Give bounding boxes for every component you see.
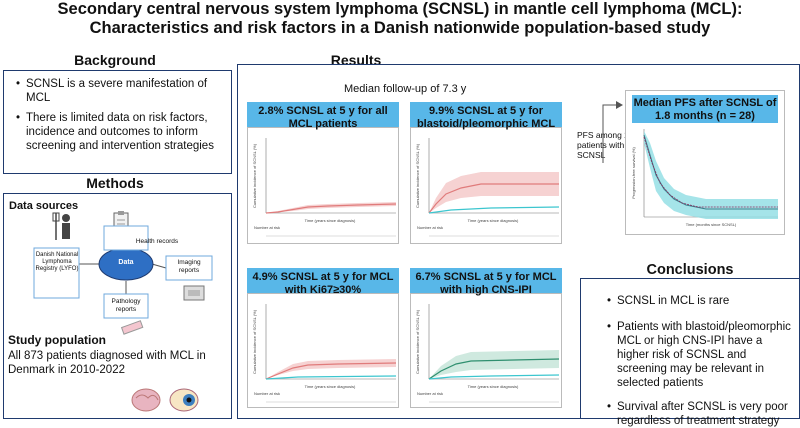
cum-incidence-chart-cns-ipi: Time (years since diagnosis) Cumulative … <box>410 293 562 408</box>
cns-ipi-low-line <box>428 374 560 380</box>
pathology-slide-icon <box>120 320 144 335</box>
study-population-text: All 873 patients diagnosed with MCL in D… <box>8 350 206 376</box>
conclusions-box: SCNSL in MCL is rare Patients with blast… <box>580 278 800 427</box>
pfs-line-b <box>643 136 778 208</box>
data-sources-label: Data sources <box>9 200 79 212</box>
registry-label: Danish National Lymphoma Registry (LYFO) <box>35 252 79 272</box>
y-axis-label: Cumulative incidence of SCNSL (%) <box>252 143 257 208</box>
panel-blastoid: 9.9% SCNSL at 5 y for blastoid/pleomorph… <box>410 102 562 244</box>
background-heading: Background <box>74 52 156 68</box>
poster-title: Secondary central nervous system lymphom… <box>0 0 800 40</box>
classic-line <box>428 206 560 214</box>
pfs-panel-title: Median PFS after SCNSL of 1.8 months (n … <box>632 95 778 123</box>
x-axis-label: Time (years since diagnosis) <box>468 384 519 389</box>
x-axis-label: Time (years since diagnosis) <box>305 218 356 223</box>
pfs-y-axis-label: Progression-free survival (%) <box>631 147 636 199</box>
background-box: SCNSL is a severe manifestation of MCL T… <box>3 70 232 174</box>
risk-table-label: Number at risk <box>417 391 443 396</box>
y-axis-label: Cumulative incidence of SCNSL (%) <box>415 143 420 208</box>
risk-table-label: Number at risk <box>254 391 280 396</box>
background-bullet: SCNSL is a severe manifestation of MCL <box>16 77 225 105</box>
title-line-1: Secondary central nervous system lymphom… <box>57 0 743 18</box>
imaging-label: Imaging reports <box>177 259 201 274</box>
pathology-node <box>103 293 149 319</box>
arrow-icon <box>602 101 623 163</box>
methods-box: Data sources <box>3 193 232 419</box>
x-axis-label: Time (years since diagnosis) <box>468 218 519 223</box>
pfs-note: PFS among 28 patients with SCNSL <box>577 130 634 160</box>
conclusions-heading: Conclusions <box>646 262 734 278</box>
health-records-node <box>103 225 149 251</box>
pfs-line-a <box>643 134 778 210</box>
brain-icon <box>131 388 161 412</box>
y-axis-label: Cumulative incidence of SCNSL (%) <box>415 309 420 374</box>
cum-incidence-line <box>265 203 397 214</box>
imaging-node <box>165 255 213 281</box>
pfs-x-axis-label: Time (months since SCNSL) <box>686 222 737 227</box>
panel-title: 4.9% SCNSL at 5 y for MCL with Ki67≥30% <box>247 268 399 296</box>
anatomy-icons <box>131 388 199 412</box>
study-population-label: Study population <box>8 333 106 347</box>
panel-all-mcl: 2.8% SCNSL at 5 y for all MCL patients T… <box>247 102 399 244</box>
ki67-low-line <box>265 375 397 380</box>
patient-icon <box>52 212 70 240</box>
blastoid-line <box>428 183 559 214</box>
conclusion-bullet: SCNSL in MCL is rare <box>607 294 793 308</box>
panel-ki67: 4.9% SCNSL at 5 y for MCL with Ki67≥30% … <box>247 268 399 408</box>
y-axis-label: Cumulative incidence of SCNSL (%) <box>252 309 257 374</box>
cum-incidence-chart-blastoid: Time (years since diagnosis) Cumulative … <box>410 127 562 244</box>
panel-title: 6.7% SCNSL at 5 y for MCL with high CNS-… <box>410 268 562 296</box>
conclusion-bullet: Survival after SCNSL is very poor regard… <box>607 400 793 428</box>
median-followup: Median follow-up of 7.3 y <box>344 83 467 95</box>
title-line-2: Characteristics and risk factors in a Da… <box>89 19 711 37</box>
risk-table-label: Number at risk <box>254 225 280 230</box>
ki67-high-line <box>265 362 397 380</box>
methods-heading: Methods <box>86 175 144 191</box>
risk-table-label: Number at risk <box>417 225 443 230</box>
pfs-panel: Median PFS after SCNSL of 1.8 months (n … <box>625 90 785 235</box>
panel-cns-ipi: 6.7% SCNSL at 5 y for MCL with high CNS-… <box>410 268 562 408</box>
panel-title: 2.8% SCNSL at 5 y for all MCL patients <box>247 102 399 130</box>
pathology-label: Pathology reports <box>111 298 141 313</box>
data-sources-diagram <box>33 211 213 335</box>
scanner-icon <box>183 285 205 301</box>
cum-incidence-chart-ki67: Time (years since diagnosis) Cumulative … <box>247 293 399 408</box>
cns-ipi-high-line <box>428 358 560 380</box>
conclusion-bullet: Patients with blastoid/pleomorphic MCL o… <box>607 320 793 390</box>
data-hub-label: Data <box>118 259 134 266</box>
health-records-label: Health records <box>135 238 179 245</box>
panel-title: 9.9% SCNSL at 5 y for blastoid/pleomorph… <box>410 102 562 130</box>
cum-incidence-chart-all: Time (years since diagnosis) Cumulative … <box>247 127 399 244</box>
registry-node <box>33 247 80 299</box>
eye-icon <box>169 388 199 412</box>
pfs-chart: Time (months since SCNSL) Progression-fr… <box>631 129 778 227</box>
background-bullet: There is limited data on risk factors, i… <box>16 111 225 153</box>
x-axis-label: Time (years since diagnosis) <box>305 384 356 389</box>
